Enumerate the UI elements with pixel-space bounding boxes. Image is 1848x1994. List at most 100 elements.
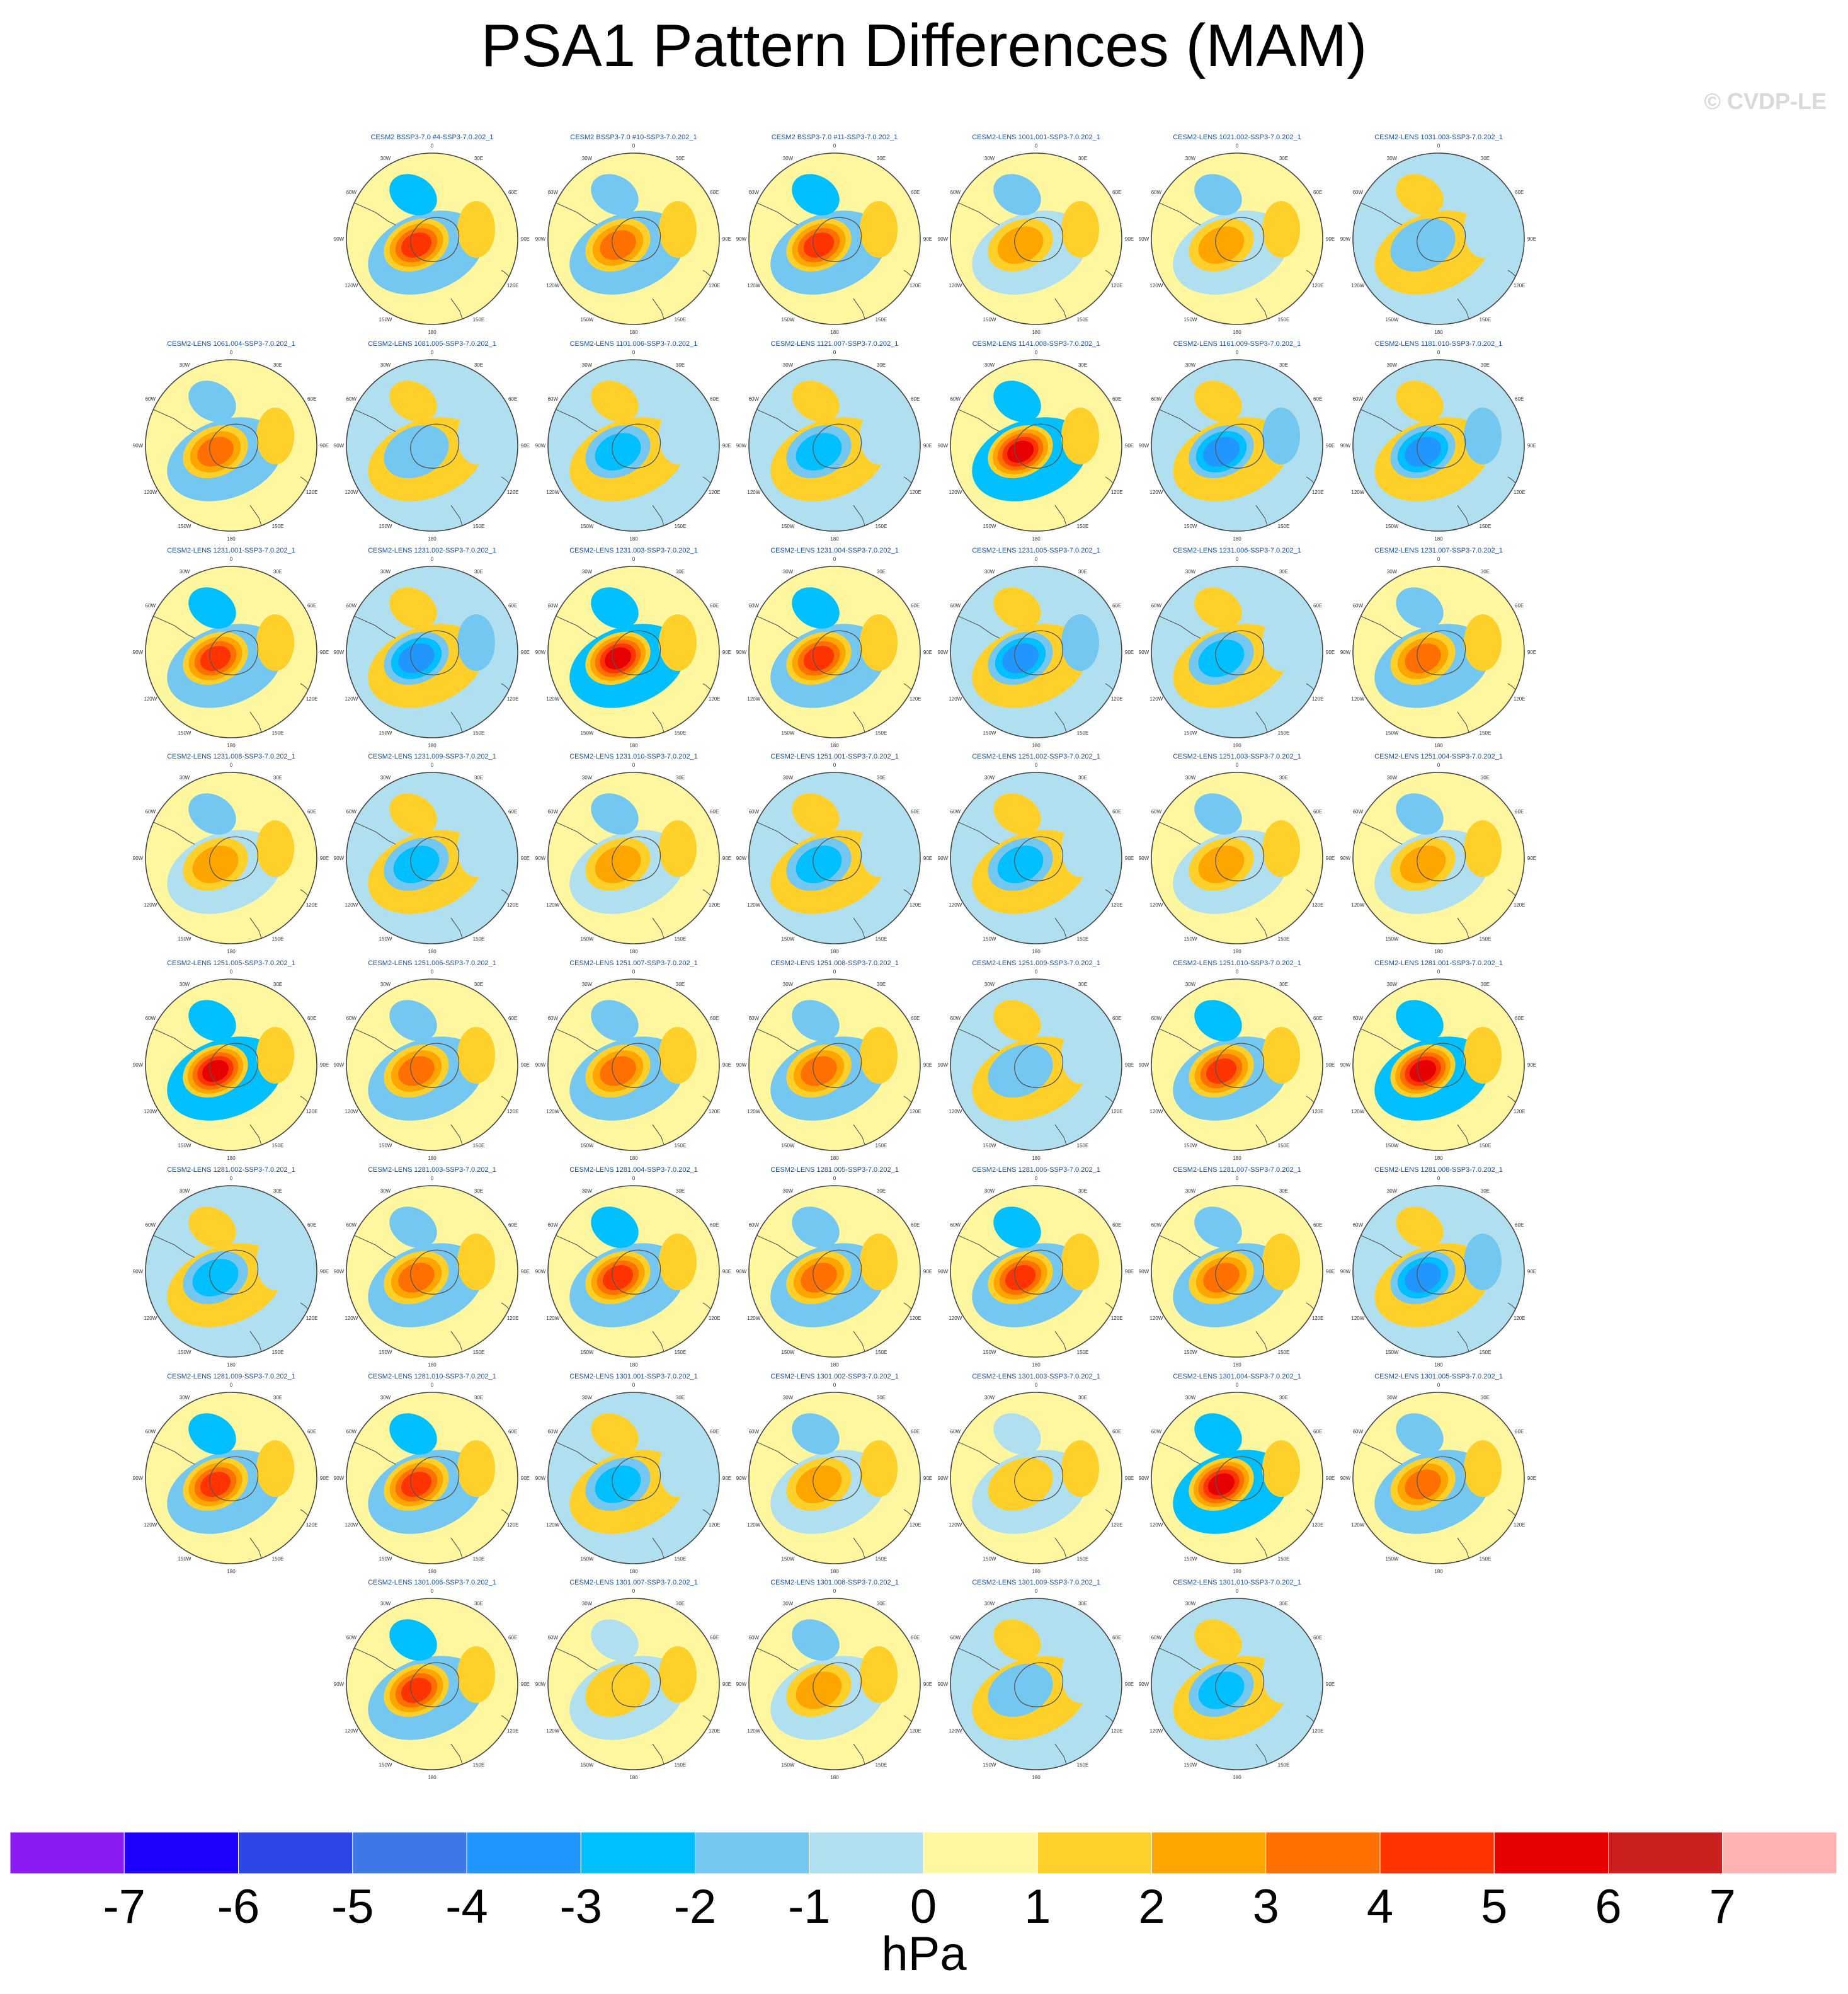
- lon-label: 90E: [1326, 1682, 1335, 1687]
- colorbar-swatch: [1722, 1831, 1837, 1874]
- lon-label: 60E: [1112, 1429, 1121, 1435]
- lon-label: 60E: [1112, 1635, 1121, 1641]
- lon-label: 120E: [1111, 490, 1123, 495]
- contour-region: [860, 1027, 898, 1084]
- colorbar-tick-label: -2: [674, 1880, 717, 1928]
- panel-title: CESM2-LENS 1101.006-SSP3-7.0.202_1: [570, 340, 698, 348]
- lon-label: 0: [431, 762, 434, 768]
- lon-label: 90W: [133, 1062, 144, 1068]
- contour-region: [988, 1457, 1053, 1511]
- lon-label: 90W: [736, 443, 747, 449]
- lon-label: 30E: [877, 1601, 886, 1607]
- lon-label: 120W: [546, 490, 559, 495]
- lon-label: 90W: [736, 856, 747, 861]
- panel: CESM2-LENS 1301.005-SSP3-7.0.202_1 0 30E 60…: [1340, 1373, 1536, 1574]
- panel: CESM2-LENS 1251.004-SSP3-7.0.202_1 0 30E 60…: [1340, 753, 1536, 954]
- lon-label: 120E: [1312, 283, 1324, 289]
- lon-label: 90W: [1139, 1062, 1149, 1068]
- lon-label: 60W: [346, 1635, 357, 1641]
- antarctica-coastline: [1014, 1662, 1064, 1707]
- lon-label: 60E: [1313, 809, 1322, 815]
- lon-label: 90W: [1340, 236, 1351, 242]
- contour-region: [792, 1000, 840, 1041]
- lon-label: 90W: [1139, 1475, 1149, 1481]
- panel: CESM2-LENS 1231.003-SSP3-7.0.202_1 0 30E 60…: [535, 547, 731, 748]
- lon-label: 150W: [1184, 936, 1197, 942]
- south-america-coastline: [752, 1233, 799, 1258]
- contour-region: [1206, 1058, 1237, 1084]
- contour-region: [792, 587, 840, 629]
- lon-label: 60W: [749, 1635, 760, 1641]
- panel: CESM2-LENS 1301.003-SSP3-7.0.202_1 0 30E 60…: [938, 1373, 1134, 1574]
- lon-label: 120W: [546, 1522, 559, 1528]
- lon-label: 150E: [1278, 730, 1290, 736]
- panel-title: CESM2-LENS 1281.006-SSP3-7.0.202_1: [972, 1166, 1100, 1174]
- lon-label: 150E: [1278, 1349, 1290, 1355]
- lon-label: 180: [1434, 536, 1443, 542]
- lon-label: 0: [431, 1176, 434, 1181]
- lon-label: 90E: [521, 1682, 530, 1687]
- panel-title: CESM2-LENS 1231.009-SSP3-7.0.202_1: [368, 753, 496, 760]
- lon-label: 120E: [507, 902, 519, 908]
- panel-title: CESM2-LENS 1231.005-SSP3-7.0.202_1: [972, 547, 1100, 554]
- panel-title: CESM2-LENS 1281.008-SSP3-7.0.202_1: [1374, 1166, 1503, 1174]
- lon-label: 180: [1032, 743, 1041, 748]
- colorbar-swatch: [1037, 1831, 1152, 1874]
- contour-region: [188, 1413, 236, 1455]
- lon-label: 120W: [144, 490, 157, 495]
- lon-label: 180: [1434, 949, 1443, 954]
- panel: CESM2-LENS 1301.002-SSP3-7.0.202_1 0 30E 60…: [736, 1373, 932, 1574]
- contour-region: [796, 1671, 842, 1709]
- lon-label: 150E: [473, 730, 485, 736]
- lon-label: 30W: [1387, 1395, 1398, 1401]
- lon-label: 90W: [334, 236, 345, 242]
- lon-label: 180: [629, 1362, 638, 1368]
- contour-region: [1061, 614, 1099, 671]
- contour-region: [796, 1465, 842, 1503]
- lon-label: 150E: [1480, 936, 1492, 942]
- panel: CESM2-LENS 1081.005-SSP3-7.0.202_1 0 30E 60…: [334, 340, 530, 542]
- panel-title: CESM2-LENS 1301.004-SSP3-7.0.202_1: [1173, 1373, 1301, 1380]
- lon-label: 90E: [521, 236, 530, 242]
- lon-label: 150W: [581, 1556, 594, 1562]
- lon-label: 180: [1032, 536, 1041, 542]
- lon-label: 60E: [1112, 809, 1121, 815]
- contour-region: [1396, 793, 1444, 835]
- lon-label: 150E: [473, 1556, 485, 1562]
- lon-label: 90W: [334, 1682, 345, 1687]
- lon-label: 150E: [1077, 1762, 1089, 1768]
- antarctica-coastline: [209, 630, 259, 675]
- panel-title: CESM2-LENS 1301.002-SSP3-7.0.202_1: [770, 1373, 899, 1380]
- lon-label: 90W: [334, 443, 345, 449]
- lon-label: 150E: [675, 1762, 687, 1768]
- lon-label: 120W: [949, 283, 962, 289]
- lon-label: 30W: [1185, 775, 1196, 781]
- lon-label: 90W: [334, 1062, 345, 1068]
- panel-title: CESM2-LENS 1251.001-SSP3-7.0.202_1: [770, 753, 899, 760]
- lon-label: 90W: [938, 650, 949, 655]
- south-america-coastline: [1155, 820, 1201, 845]
- lon-label: 60W: [1353, 1429, 1364, 1435]
- lon-label: 150W: [1386, 1349, 1399, 1355]
- lon-label: 120E: [1312, 1109, 1324, 1114]
- lon-label: 90E: [923, 856, 932, 861]
- lon-label: 60E: [710, 1429, 719, 1435]
- lon-label: 120W: [144, 1522, 157, 1528]
- panel: CESM2-LENS 1231.007-SSP3-7.0.202_1 0 30E 60…: [1340, 547, 1536, 748]
- panel: CESM2-LENS 1061.004-SSP3-7.0.202_1 0 30E 60…: [133, 340, 329, 542]
- panel: CESM2-LENS 1251.006-SSP3-7.0.202_1 0 30E 60…: [334, 960, 530, 1161]
- map-border: [748, 978, 921, 1151]
- contour-region: [659, 820, 697, 877]
- lon-label: 90E: [521, 443, 530, 449]
- lon-label: 120E: [1111, 696, 1123, 702]
- lon-label: 30W: [380, 1188, 391, 1194]
- lon-label: 60E: [307, 603, 316, 609]
- colorbar-swatch: [1493, 1831, 1609, 1874]
- lon-label: 150E: [876, 317, 887, 323]
- contour-region: [1405, 437, 1441, 467]
- panel-title: CESM2-LENS 1231.001-SSP3-7.0.202_1: [167, 547, 295, 554]
- panel-title: CESM2 BSSP3-7.0 #4-SSP3-7.0.202_1: [370, 134, 493, 141]
- contour-region: [1194, 174, 1242, 215]
- contour-region: [1464, 408, 1502, 464]
- lon-label: 60E: [1515, 190, 1524, 195]
